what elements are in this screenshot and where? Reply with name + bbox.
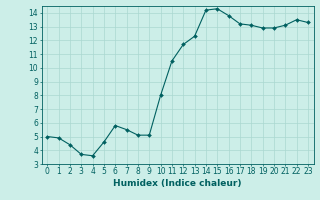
- X-axis label: Humidex (Indice chaleur): Humidex (Indice chaleur): [113, 179, 242, 188]
